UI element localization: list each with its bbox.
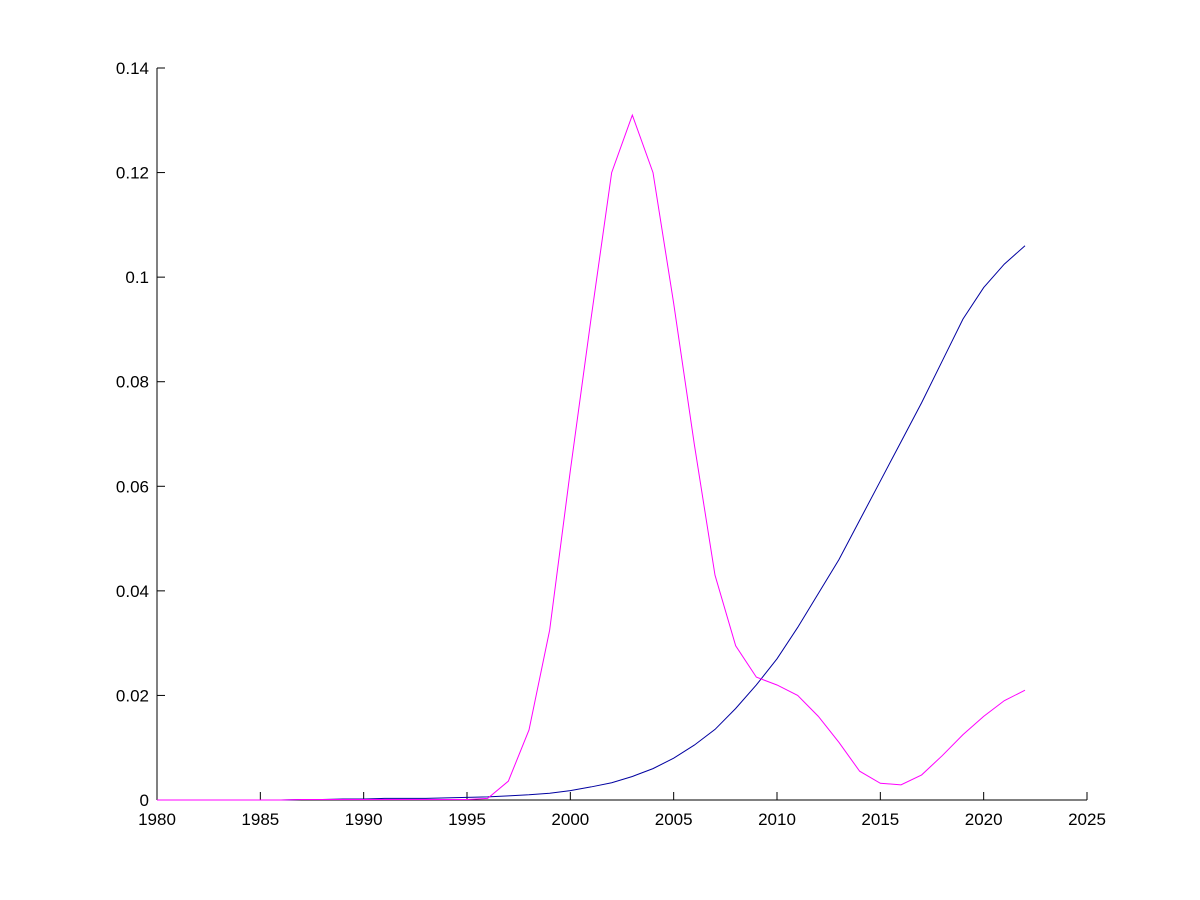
x-tick-label: 2010: [758, 810, 796, 829]
x-tick-label: 2020: [965, 810, 1003, 829]
x-tick-label: 2000: [551, 810, 589, 829]
x-tick-label: 2005: [655, 810, 693, 829]
y-tick-label: 0.02: [116, 686, 149, 705]
y-tick-label: 0.14: [116, 59, 149, 78]
y-tick-label: 0.04: [116, 582, 149, 601]
y-tick-label: 0.1: [125, 268, 149, 287]
x-tick-label: 1980: [138, 810, 176, 829]
y-tick-label: 0.06: [116, 477, 149, 496]
x-tick-label: 1985: [241, 810, 279, 829]
y-tick-label: 0.08: [116, 373, 149, 392]
line-series: [157, 113, 1026, 801]
x-tick-label: 1995: [448, 810, 486, 829]
x-tick-label: 2015: [861, 810, 899, 829]
x-tick-label: 1990: [345, 810, 383, 829]
y-tick-label: 0.12: [116, 164, 149, 183]
x-tick-label: 2025: [1068, 810, 1106, 829]
y-tick-label: 0: [140, 791, 149, 810]
